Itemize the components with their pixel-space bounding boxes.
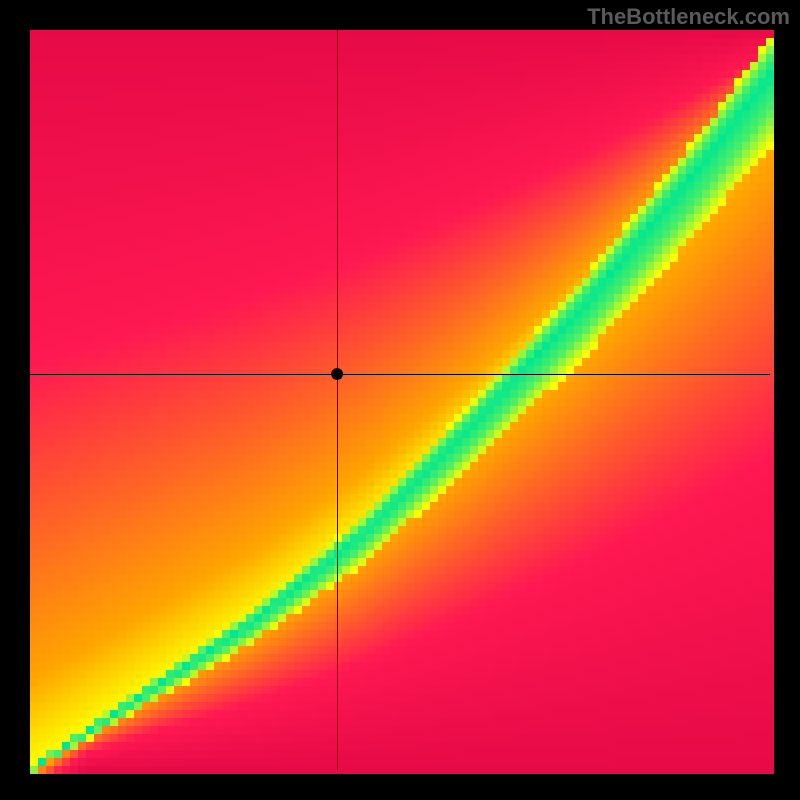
chart-container: TheBottleneck.com	[0, 0, 800, 800]
bottleneck-heatmap	[0, 0, 800, 800]
watermark-text: TheBottleneck.com	[587, 4, 790, 30]
